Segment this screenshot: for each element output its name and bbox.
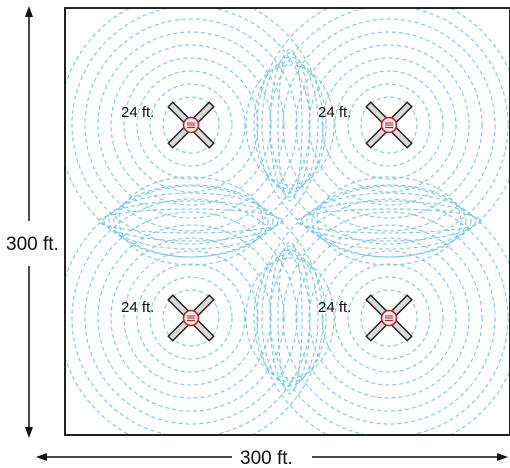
fan-label: 24 ft. — [318, 104, 351, 121]
fan-hub — [380, 309, 398, 327]
airflow-ring — [282, 18, 496, 232]
airflow-ring — [253, 60, 327, 190]
airflow-ring — [110, 237, 272, 399]
airflow-ring — [84, 211, 298, 425]
airflow-ring — [149, 276, 233, 360]
airflow-ring — [334, 70, 444, 180]
airflow-ring — [103, 200, 279, 242]
airflow-ring — [360, 289, 418, 347]
airflow-ring — [110, 44, 272, 206]
airflow-ring — [97, 224, 285, 412]
airflow-ring — [108, 192, 274, 250]
height-dimension — [25, 6, 33, 438]
airflow-ring — [65, 185, 324, 435]
airflow-ring — [295, 224, 483, 412]
airflow-ring — [261, 249, 319, 387]
airflow-ring — [136, 70, 246, 180]
airflow-ring — [277, 48, 303, 202]
airflow-ring — [245, 257, 335, 379]
airflow-ring — [97, 31, 285, 219]
airflow-ring — [149, 83, 233, 167]
fan-hub — [182, 309, 200, 327]
fan-hub — [380, 116, 398, 134]
fan-hub — [182, 116, 200, 134]
height-label: 300 ft. — [6, 234, 59, 255]
fan-label: 24 ft. — [318, 299, 351, 316]
airflow-ring — [123, 250, 259, 386]
room-outline — [64, 7, 510, 436]
airflow-ring — [301, 200, 477, 242]
airflow-ring — [295, 31, 483, 219]
airflow-ring — [360, 96, 418, 154]
airflow-ring — [269, 52, 311, 198]
airflow-ring — [311, 184, 467, 258]
airflow-ring — [65, 8, 324, 258]
airflow-ring — [123, 57, 259, 193]
airflow-ring — [347, 83, 431, 167]
ceiling-fan-icon — [167, 294, 215, 342]
airflow-ring — [245, 64, 335, 186]
airflow-ring — [334, 263, 444, 373]
airflow-ring — [113, 184, 269, 258]
airflow-ring — [118, 176, 264, 266]
airflow-ring — [308, 44, 470, 206]
left-arrow-icon — [36, 453, 47, 461]
ceiling-fan-icon — [167, 101, 215, 149]
airflow-ring — [308, 237, 470, 399]
airflow-ring — [269, 245, 311, 391]
fan-label: 24 ft. — [121, 299, 154, 316]
airflow-ring — [84, 18, 298, 232]
width-dimension — [36, 453, 508, 461]
airflow-ring — [296, 208, 482, 234]
airflow-ring — [282, 211, 496, 425]
airflow-rings — [65, 8, 510, 435]
airflow-ring — [136, 263, 246, 373]
airflow-ring — [316, 176, 462, 266]
down-arrow-icon — [25, 427, 33, 438]
ceiling-fan-icon — [365, 294, 413, 342]
fan-label: 24 ft. — [121, 104, 154, 121]
ceiling-fan-icon — [365, 101, 413, 149]
airflow-ring — [321, 250, 457, 386]
right-arrow-icon — [497, 453, 508, 461]
airflow-ring — [277, 241, 303, 395]
airflow-ring — [261, 56, 319, 194]
airflow-ring — [321, 57, 457, 193]
airflow-ring — [306, 192, 472, 250]
airflow-ring — [256, 185, 510, 435]
width-label: 300 ft. — [240, 448, 293, 468]
up-arrow-icon — [25, 6, 33, 17]
airflow-ring — [162, 96, 220, 154]
airflow-ring — [98, 208, 284, 234]
airflow-ring — [162, 289, 220, 347]
airflow-ring — [347, 276, 431, 360]
airflow-ring — [253, 253, 327, 383]
airflow-ring — [256, 8, 510, 258]
